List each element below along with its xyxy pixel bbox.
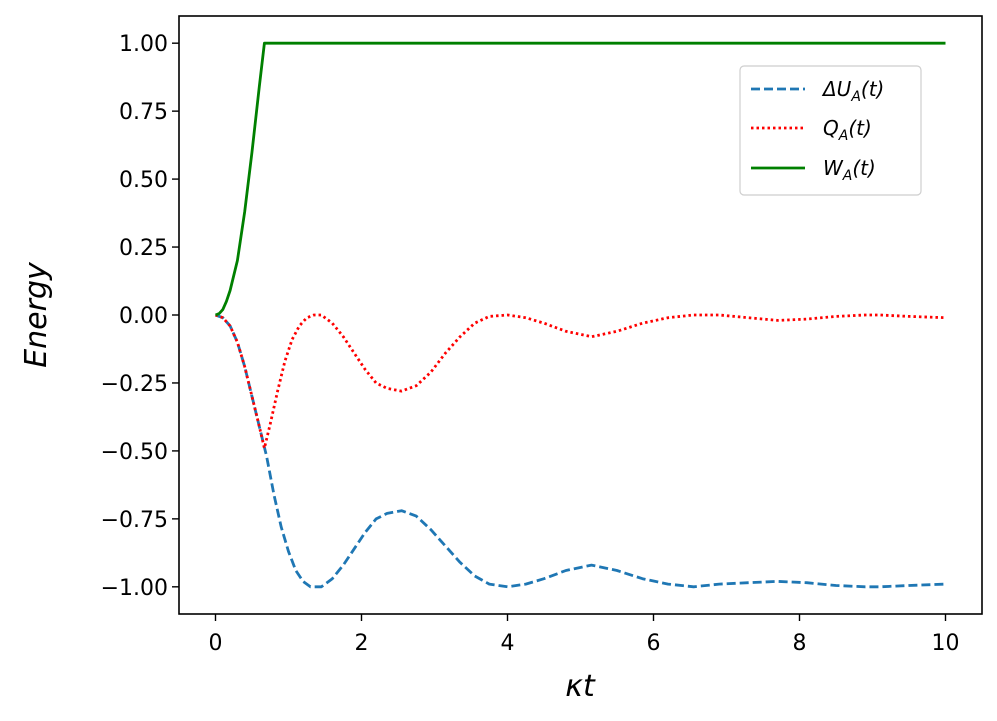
legend-label-tail: (t) bbox=[848, 116, 871, 140]
legend-box bbox=[739, 65, 922, 196]
legend-label-sub: A bbox=[842, 168, 853, 184]
y-axis-ticks: 1.00 0.75 0.50 0.25 0.00 −0.25 −0.50 −0.75 −1.00 bbox=[101, 32, 179, 601]
legend-label-main: Q bbox=[823, 116, 839, 140]
legend-label-tail: (t) bbox=[852, 156, 875, 180]
y-tick-label: −0.25 bbox=[101, 372, 168, 397]
legend-label-sub: A bbox=[838, 128, 849, 144]
plot-lines bbox=[215, 41, 946, 589]
y-tick-label: 0.25 bbox=[119, 236, 168, 261]
y-tick-label: 0.75 bbox=[119, 100, 168, 125]
legend-label: WA(t) bbox=[823, 156, 876, 184]
x-tick-label: 2 bbox=[355, 631, 369, 656]
series-line-1 bbox=[215, 313, 946, 450]
x-tick-label: 8 bbox=[793, 631, 807, 656]
series-line-0 bbox=[215, 313, 946, 589]
x-tick-label: 4 bbox=[501, 631, 515, 656]
y-tick-label: 0.50 bbox=[119, 168, 168, 193]
legend-label-tail: (t) bbox=[861, 77, 884, 101]
y-axis-title: Energy bbox=[19, 261, 54, 368]
series-line-2 bbox=[215, 41, 946, 317]
x-tick-label: 6 bbox=[647, 631, 661, 656]
legend-label: QA(t) bbox=[823, 116, 872, 144]
legend-label-main: ΔU bbox=[821, 77, 852, 101]
x-axis-title: κt bbox=[565, 669, 596, 704]
x-axis-ticks: 0 2 4 6 8 10 bbox=[209, 614, 960, 656]
x-tick-label: 0 bbox=[209, 631, 223, 656]
x-tick-label: 10 bbox=[932, 631, 960, 656]
legend-label: ΔUA(t) bbox=[821, 77, 884, 105]
y-tick-label: 0.00 bbox=[119, 304, 168, 329]
y-tick-label: −0.75 bbox=[101, 508, 168, 533]
y-tick-label: 1.00 bbox=[119, 32, 168, 57]
legend: ΔUA(t)QA(t)WA(t) bbox=[739, 65, 922, 196]
legend-label-sub: A bbox=[850, 89, 861, 105]
y-tick-label: −1.00 bbox=[101, 576, 168, 601]
legend-label-main: W bbox=[823, 156, 844, 180]
y-tick-label: −0.50 bbox=[101, 440, 168, 465]
